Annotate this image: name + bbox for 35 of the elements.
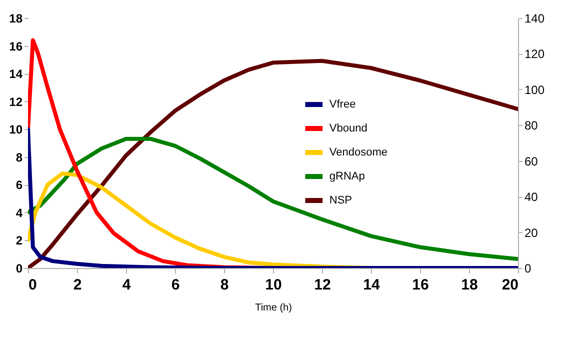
legend-label: NSP bbox=[329, 194, 352, 206]
y-tick-label: 10 bbox=[9, 122, 23, 137]
y-tick-label: 0 bbox=[16, 262, 23, 276]
x-tick-label: 4 bbox=[122, 276, 132, 294]
y-tick-label: 14 bbox=[9, 67, 23, 82]
legend-label: Vbound bbox=[329, 122, 368, 134]
legend-label: Vfree bbox=[329, 98, 356, 110]
x-tick-label: 10 bbox=[265, 276, 282, 294]
x-tick-label: 6 bbox=[171, 276, 180, 294]
x-tick-label: 2 bbox=[73, 276, 82, 294]
y-tick-label: 8 bbox=[16, 150, 23, 164]
y2-tick-label: 120 bbox=[524, 47, 545, 62]
y2-tick-label: 20 bbox=[524, 226, 538, 240]
x-tick-label: 16 bbox=[412, 276, 429, 294]
y2-tick-label: 60 bbox=[524, 154, 538, 168]
y2-tick-label: 100 bbox=[524, 82, 545, 97]
y2-tick-label: 40 bbox=[524, 190, 538, 204]
y2-tick-label: 140 bbox=[524, 12, 545, 26]
legend-label: Vendosome bbox=[329, 146, 388, 158]
x-axis-title: Time (h) bbox=[255, 302, 292, 314]
y-tick-label: 4 bbox=[16, 206, 23, 220]
x-tick-label: 18 bbox=[461, 276, 478, 294]
y2-tick-label: 0 bbox=[524, 262, 532, 276]
x-tick-label: 14 bbox=[363, 276, 380, 294]
y-tick-label: 18 bbox=[9, 12, 23, 26]
y-tick-label: 16 bbox=[9, 39, 23, 54]
x-tick-label: 12 bbox=[314, 276, 331, 294]
x-tick-label: 20 bbox=[502, 276, 518, 294]
x-tick-label: 0 bbox=[28, 276, 37, 294]
y-tick-label: 2 bbox=[16, 234, 23, 248]
y-tick-label: 12 bbox=[9, 94, 23, 109]
legend-label: gRNAp bbox=[329, 170, 365, 182]
y2-tick-label: 80 bbox=[524, 118, 538, 133]
x-tick-label: 8 bbox=[220, 276, 229, 294]
y-tick-label: 6 bbox=[16, 178, 23, 192]
